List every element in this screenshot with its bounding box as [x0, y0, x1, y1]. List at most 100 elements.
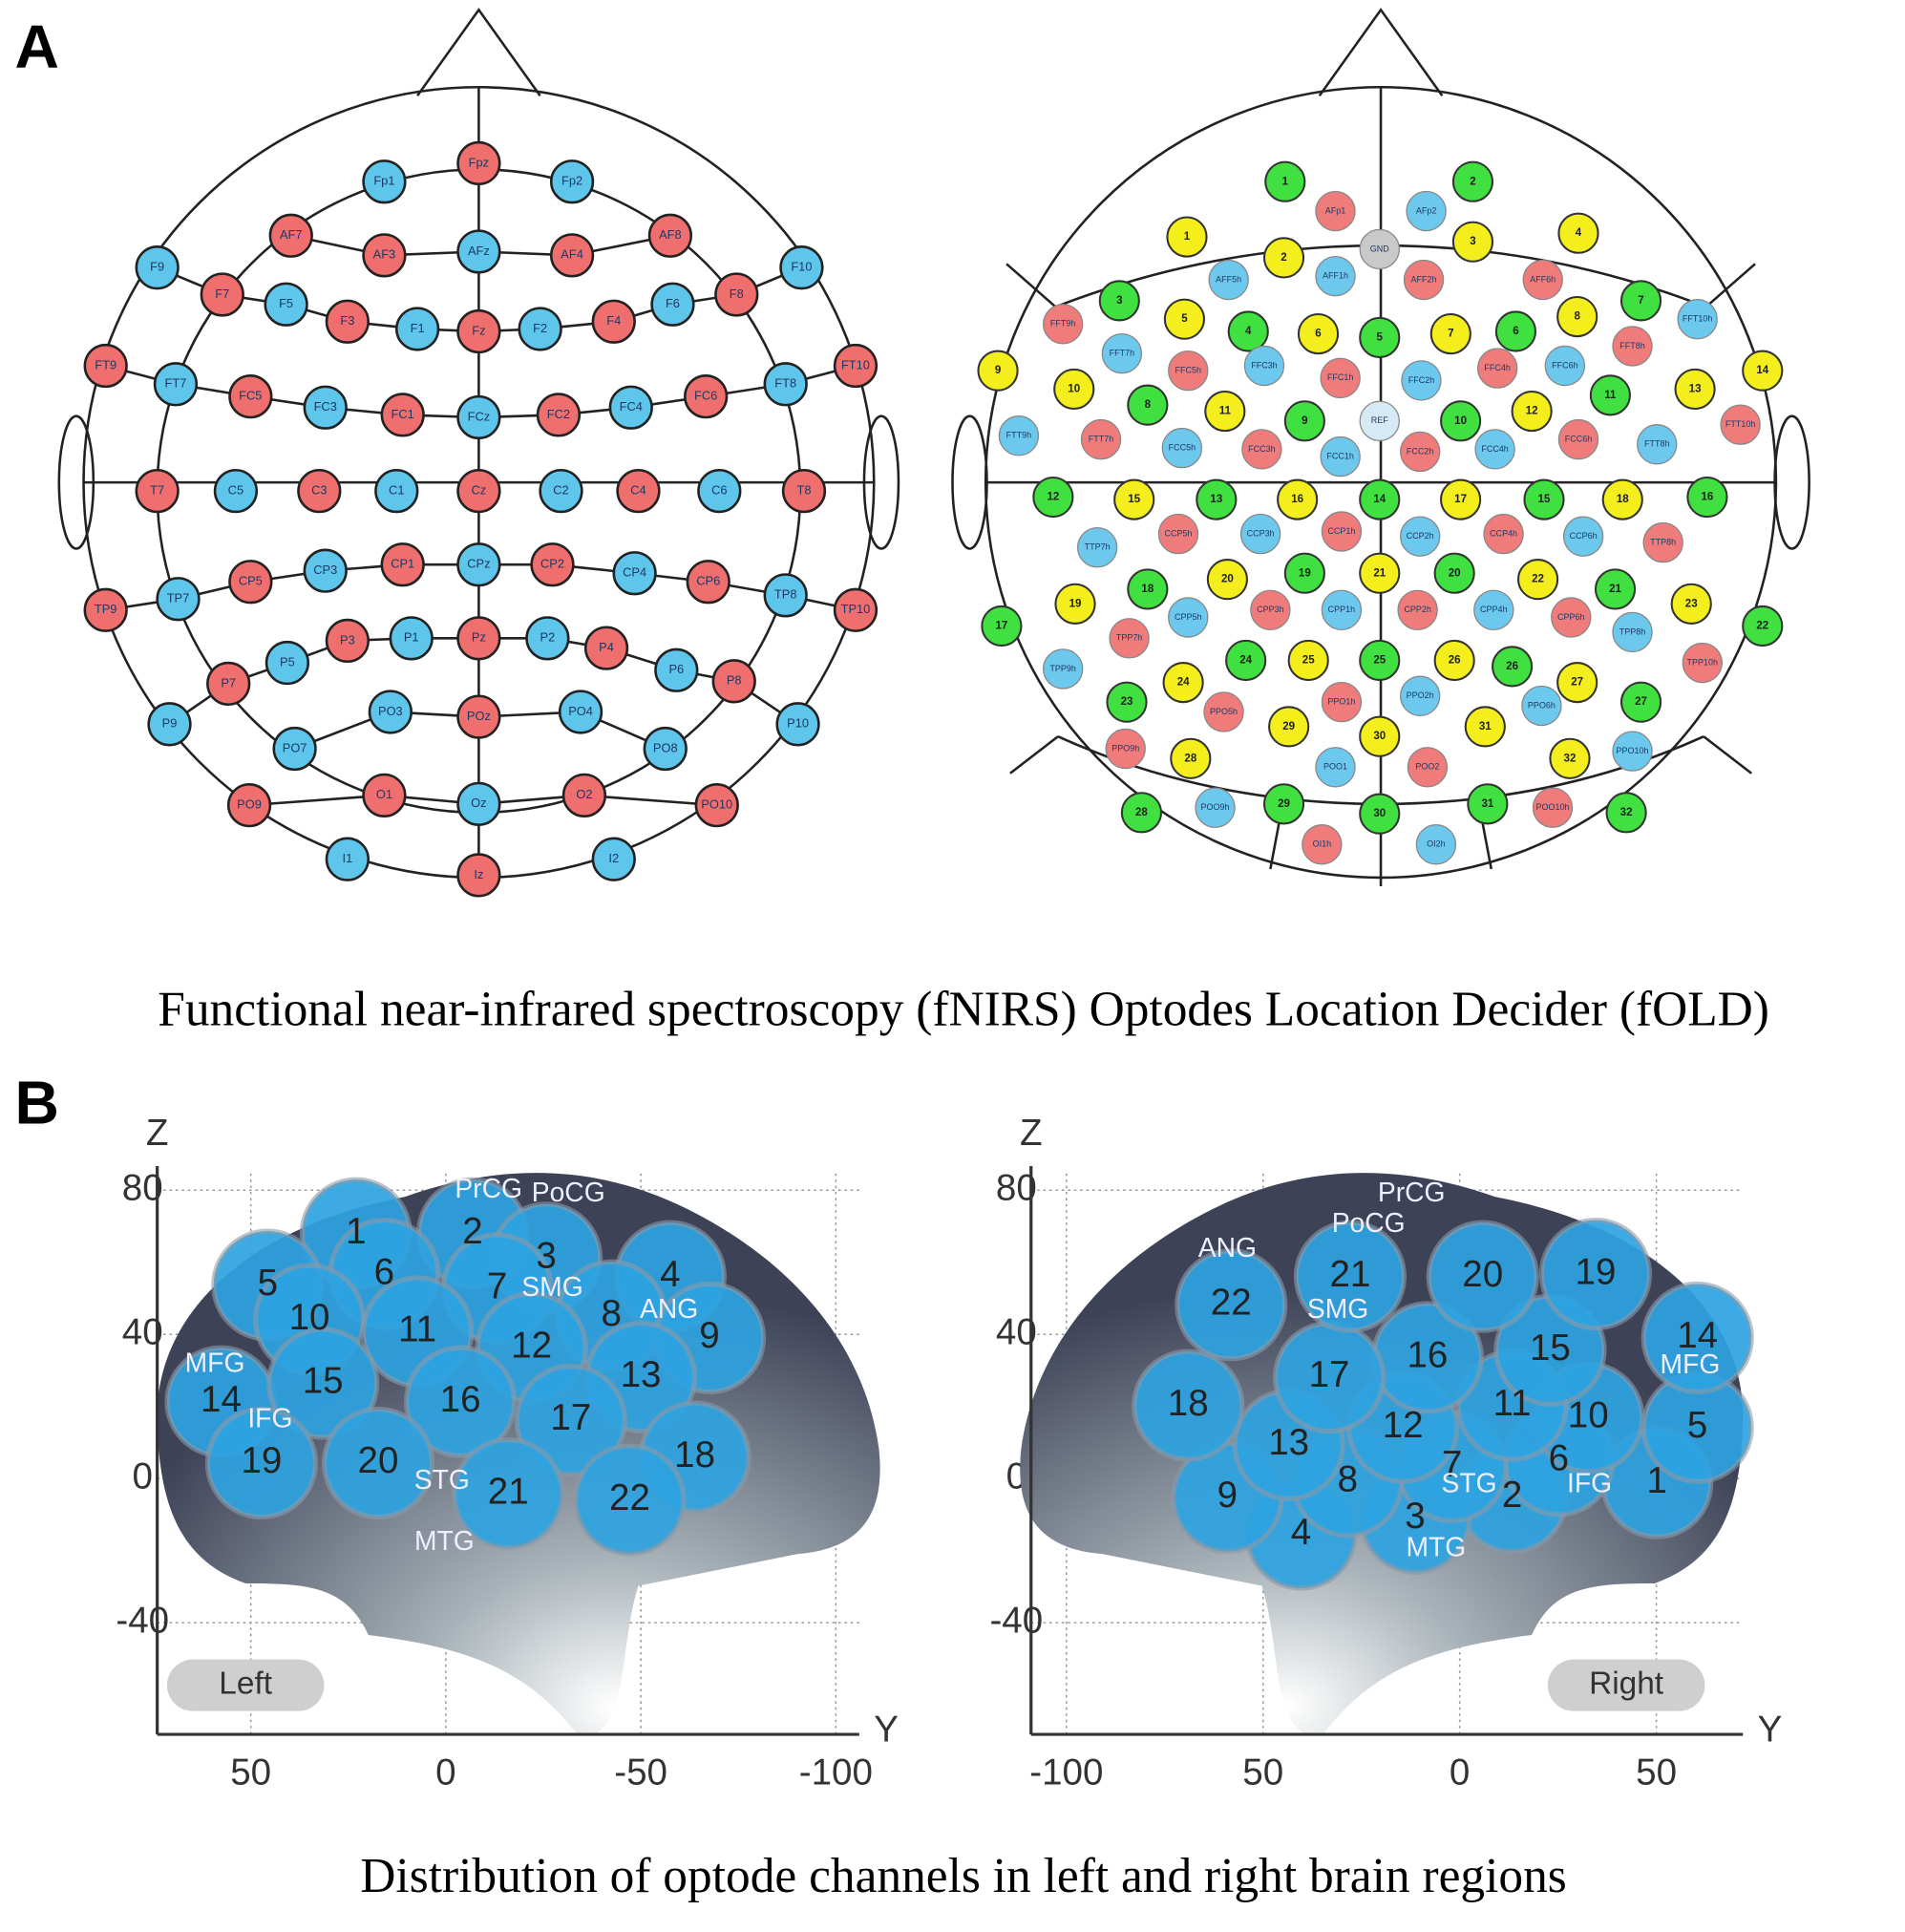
channel-number: 6: [1549, 1438, 1569, 1479]
channel-number: 19: [241, 1440, 282, 1481]
electrode: [549, 233, 595, 278]
electrode-label: F10: [791, 260, 812, 274]
optode-label: CCP3h: [1247, 528, 1275, 538]
optode-label: 2: [1281, 252, 1286, 264]
optode-label: 1: [1282, 176, 1289, 187]
optode-label: AFp2: [1416, 205, 1436, 215]
channel-number: 21: [1329, 1254, 1370, 1295]
optode: [1268, 706, 1310, 748]
optode-label: 16: [1702, 492, 1714, 503]
electrode-label: FC5: [239, 389, 262, 403]
electrode-label: AF4: [561, 247, 583, 262]
optode: [1264, 160, 1306, 202]
optode: [1359, 639, 1401, 682]
channel-number: 2: [1502, 1475, 1522, 1516]
electrode-label: FC1: [392, 407, 414, 421]
electrode: [650, 282, 695, 327]
optode: [1522, 259, 1563, 301]
electrode: [616, 468, 661, 514]
optode-label: FCC2h: [1407, 446, 1433, 456]
electrode-label: P8: [727, 673, 742, 688]
optode: [1054, 583, 1096, 625]
optode: [1227, 310, 1269, 352]
channel-number: 10: [289, 1297, 330, 1338]
optode-label: CCP4h: [1490, 528, 1517, 538]
electrode: [714, 272, 759, 317]
optode: [1208, 259, 1249, 301]
electrode-label: TP9: [95, 602, 117, 616]
channel-number: 19: [1576, 1251, 1617, 1292]
optode-label: GND: [1370, 244, 1389, 253]
x-tick-label: 50: [1636, 1752, 1677, 1794]
optode: [1594, 568, 1637, 610]
optode: [1127, 384, 1169, 426]
electrode-label: F7: [215, 287, 229, 301]
optode: [1742, 605, 1784, 648]
electrode-label: POz: [467, 709, 491, 723]
axis-title: Z: [146, 1113, 169, 1154]
electrode-label: C4: [630, 482, 646, 497]
electrode: [456, 616, 501, 661]
optode-label: 21: [1373, 567, 1386, 579]
electrode: [374, 468, 419, 514]
electrode: [297, 468, 342, 514]
electrode-label: P5: [280, 654, 295, 669]
channel-number: 10: [1568, 1395, 1609, 1436]
channel-area: [1538, 1217, 1653, 1331]
optode-label: FCC1h: [1326, 451, 1353, 460]
channel-number: 14: [1677, 1315, 1718, 1356]
electrode: [536, 393, 582, 437]
optode-label: 16: [1291, 494, 1303, 505]
electrode: [591, 837, 636, 881]
optode-label: CPP5h: [1175, 612, 1201, 622]
electrode-label: FT8: [774, 376, 796, 391]
optode-label: 1: [1184, 231, 1191, 243]
electrode: [833, 587, 878, 632]
electrode: [684, 374, 729, 419]
optode-label: 4: [1576, 227, 1582, 239]
electrode: [362, 159, 407, 204]
electrode: [206, 661, 251, 707]
channel-number: 8: [1338, 1458, 1358, 1499]
electrode: [456, 229, 501, 274]
optode: [1168, 597, 1209, 638]
electrode: [711, 659, 756, 704]
region-label: PrCG: [1378, 1177, 1446, 1207]
electrode: [561, 773, 607, 817]
optode-label: 4: [1245, 326, 1252, 337]
electrode: [368, 690, 413, 734]
electrode-label: PO8: [653, 740, 678, 754]
optode-label: CCP6h: [1570, 531, 1598, 541]
optode: [1170, 737, 1212, 779]
optode-label: 20: [1449, 567, 1461, 579]
optode-label: 27: [1635, 696, 1647, 708]
optode: [1406, 190, 1447, 232]
optode: [981, 605, 1023, 648]
optode-label: PPO9h: [1111, 743, 1139, 753]
optode-label: TTP7h: [1085, 542, 1111, 552]
channel-number: 5: [1687, 1405, 1707, 1446]
optode-label: 11: [1219, 406, 1232, 417]
optode: [1476, 348, 1518, 389]
optode-label: 3: [1116, 295, 1122, 307]
optode: [1239, 513, 1281, 555]
electrode-label: CP2: [540, 557, 564, 571]
electrode: [647, 213, 693, 258]
optode-label: 14: [1373, 494, 1386, 505]
region-label: MTG: [1406, 1531, 1466, 1561]
head-outline: [57, 8, 900, 880]
electrode-label: F9: [150, 260, 164, 274]
optode-label: AFF2h: [1411, 274, 1437, 284]
optode-label: 5: [1181, 313, 1188, 325]
electrode-label: Fpz: [469, 155, 489, 169]
channel-number: 1: [1647, 1460, 1667, 1501]
optode-label: 13: [1210, 494, 1222, 505]
electrode-label: P3: [340, 632, 355, 647]
electrode-label: C2: [553, 482, 568, 497]
electrode-label: CP1: [391, 557, 414, 571]
optode-label: 12: [1526, 406, 1538, 417]
optode-label: POO1: [1323, 762, 1347, 772]
optode-label: 15: [1128, 494, 1140, 505]
optode-label: 17: [1454, 494, 1467, 505]
